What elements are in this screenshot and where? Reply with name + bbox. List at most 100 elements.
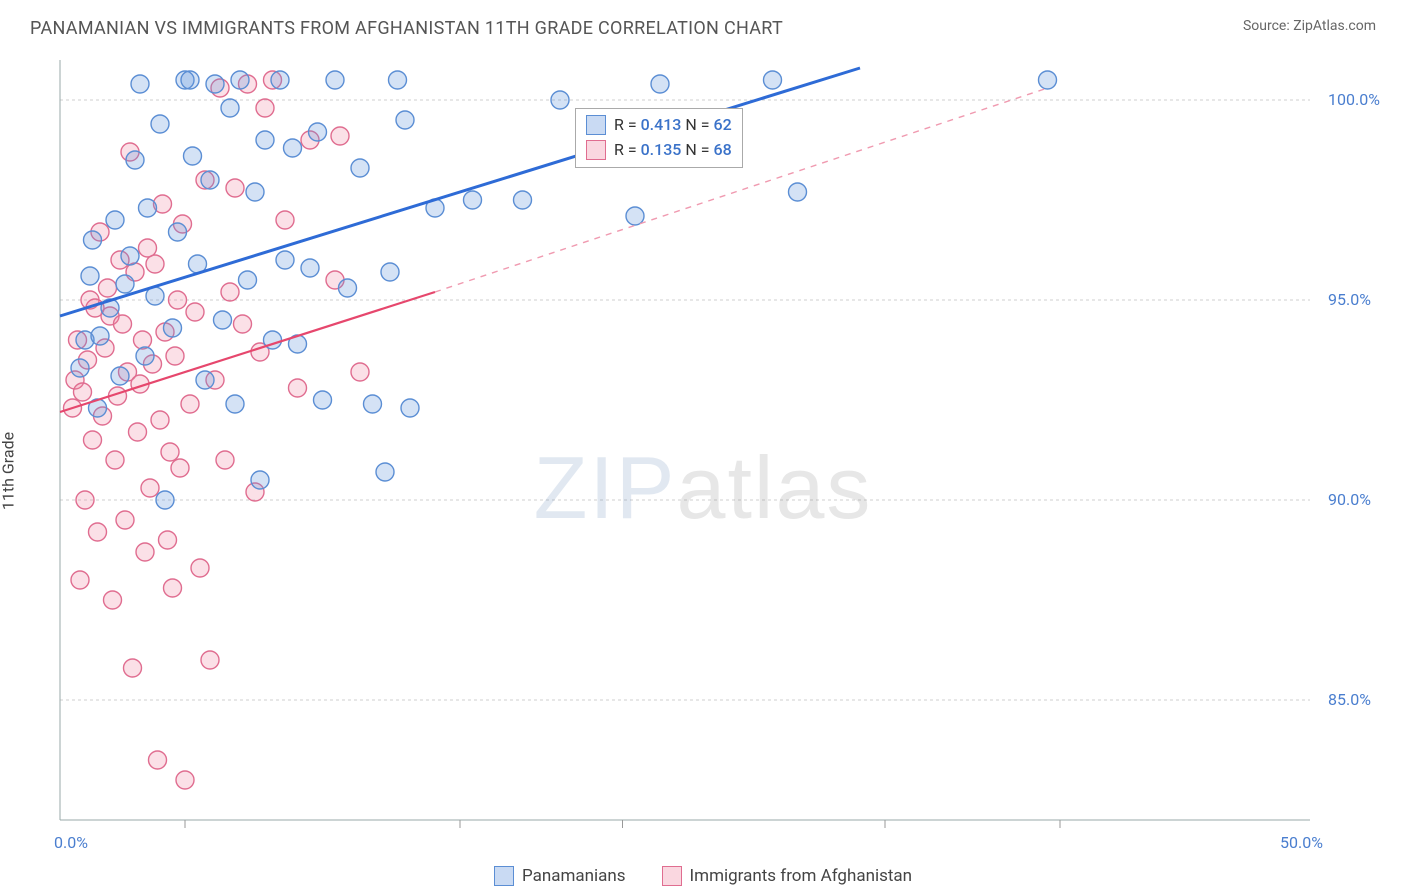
swatch-pink-icon (586, 140, 606, 160)
x-tick-label: 0.0% (54, 833, 88, 852)
data-point-blue (239, 271, 257, 289)
correlation-legend: R = 0.413 N = 62 R = 0.135 N = 68 (575, 108, 743, 168)
data-point-pink (176, 771, 194, 789)
data-point-blue (551, 91, 569, 109)
data-point-blue (271, 71, 289, 89)
data-point-pink (186, 303, 204, 321)
data-point-pink (76, 491, 94, 509)
data-point-blue (276, 251, 294, 269)
swatch-pink-icon (662, 866, 682, 886)
data-point-blue (381, 263, 399, 281)
n-label: N = (681, 140, 713, 159)
data-point-blue (196, 371, 214, 389)
swatch-blue-icon (586, 115, 606, 135)
legend-label-pink: Immigrants from Afghanistan (690, 866, 913, 886)
data-point-pink (191, 559, 209, 577)
data-point-blue (151, 115, 169, 133)
data-point-blue (139, 199, 157, 217)
r-value-blue: 0.413 (641, 115, 682, 134)
source-prefix: Source: (1243, 18, 1293, 34)
data-point-blue (1039, 71, 1057, 89)
data-point-blue (201, 171, 219, 189)
data-point-blue (284, 139, 302, 157)
data-point-pink (201, 651, 219, 669)
data-point-pink (141, 479, 159, 497)
data-point-pink (134, 331, 152, 349)
n-value-pink: 68 (714, 140, 732, 159)
data-point-blue (126, 151, 144, 169)
data-point-blue (389, 71, 407, 89)
data-point-pink (289, 379, 307, 397)
data-point-blue (169, 223, 187, 241)
x-tick-label: 50.0% (1280, 833, 1323, 852)
data-point-pink (71, 571, 89, 589)
data-point-pink (146, 255, 164, 273)
data-point-blue (301, 259, 319, 277)
legend-label-blue: Panamanians (522, 866, 626, 886)
data-point-blue (84, 231, 102, 249)
data-point-blue (326, 71, 344, 89)
data-point-blue (514, 191, 532, 209)
data-point-blue (164, 319, 182, 337)
data-point-pink (276, 211, 294, 229)
n-value-blue: 62 (714, 115, 732, 134)
data-point-pink (234, 315, 252, 333)
data-point-blue (206, 75, 224, 93)
data-point-blue (214, 311, 232, 329)
chart-title: PANAMANIAN VS IMMIGRANTS FROM AFGHANISTA… (30, 18, 783, 39)
data-point-pink (149, 751, 167, 769)
data-point-pink (74, 383, 92, 401)
data-point-pink (164, 579, 182, 597)
source-link[interactable]: ZipAtlas.com (1293, 18, 1376, 34)
data-point-blue (314, 391, 332, 409)
data-point-blue (464, 191, 482, 209)
data-point-pink (84, 431, 102, 449)
data-point-pink (256, 99, 274, 117)
data-point-pink (166, 347, 184, 365)
r-value-pink: 0.135 (641, 140, 682, 159)
r-label: R = (614, 115, 641, 134)
chart-area: 11th Grade 85.0%90.0%95.0%100.0%0.0%50.0… (0, 50, 1406, 892)
data-point-pink (171, 459, 189, 477)
data-point-pink (216, 451, 234, 469)
data-point-blue (626, 207, 644, 225)
data-point-blue (251, 471, 269, 489)
data-point-pink (124, 659, 142, 677)
data-point-pink (331, 127, 349, 145)
trend-line-blue (60, 68, 860, 316)
scatter-chart: 85.0%90.0%95.0%100.0%0.0%50.0% (0, 50, 1406, 860)
y-axis-label: 11th Grade (0, 432, 18, 510)
legend-row-pink: R = 0.135 N = 68 (586, 138, 732, 163)
data-point-pink (116, 511, 134, 529)
data-point-pink (129, 423, 147, 441)
data-point-blue (309, 123, 327, 141)
data-point-blue (376, 463, 394, 481)
data-point-blue (71, 359, 89, 377)
data-point-blue (136, 347, 154, 365)
n-label: N = (681, 115, 713, 134)
data-point-blue (221, 99, 239, 117)
y-tick-label: 85.0% (1328, 690, 1371, 709)
data-point-pink (351, 363, 369, 381)
data-point-blue (246, 183, 264, 201)
data-point-pink (89, 523, 107, 541)
data-point-blue (106, 211, 124, 229)
r-label: R = (614, 140, 641, 159)
data-point-pink (114, 315, 132, 333)
data-point-blue (401, 399, 419, 417)
data-point-blue (364, 395, 382, 413)
y-tick-label: 90.0% (1328, 490, 1371, 509)
series-legend: Panamanians Immigrants from Afghanistan (0, 866, 1406, 886)
data-point-pink (181, 395, 199, 413)
data-point-blue (111, 367, 129, 385)
data-point-blue (396, 111, 414, 129)
y-tick-label: 100.0% (1328, 90, 1380, 109)
data-point-blue (81, 267, 99, 285)
data-point-blue (789, 183, 807, 201)
data-point-pink (139, 239, 157, 257)
data-point-blue (231, 71, 249, 89)
legend-row-blue: R = 0.413 N = 62 (586, 113, 732, 138)
data-point-blue (226, 395, 244, 413)
data-point-blue (256, 131, 274, 149)
data-point-pink (99, 279, 117, 297)
